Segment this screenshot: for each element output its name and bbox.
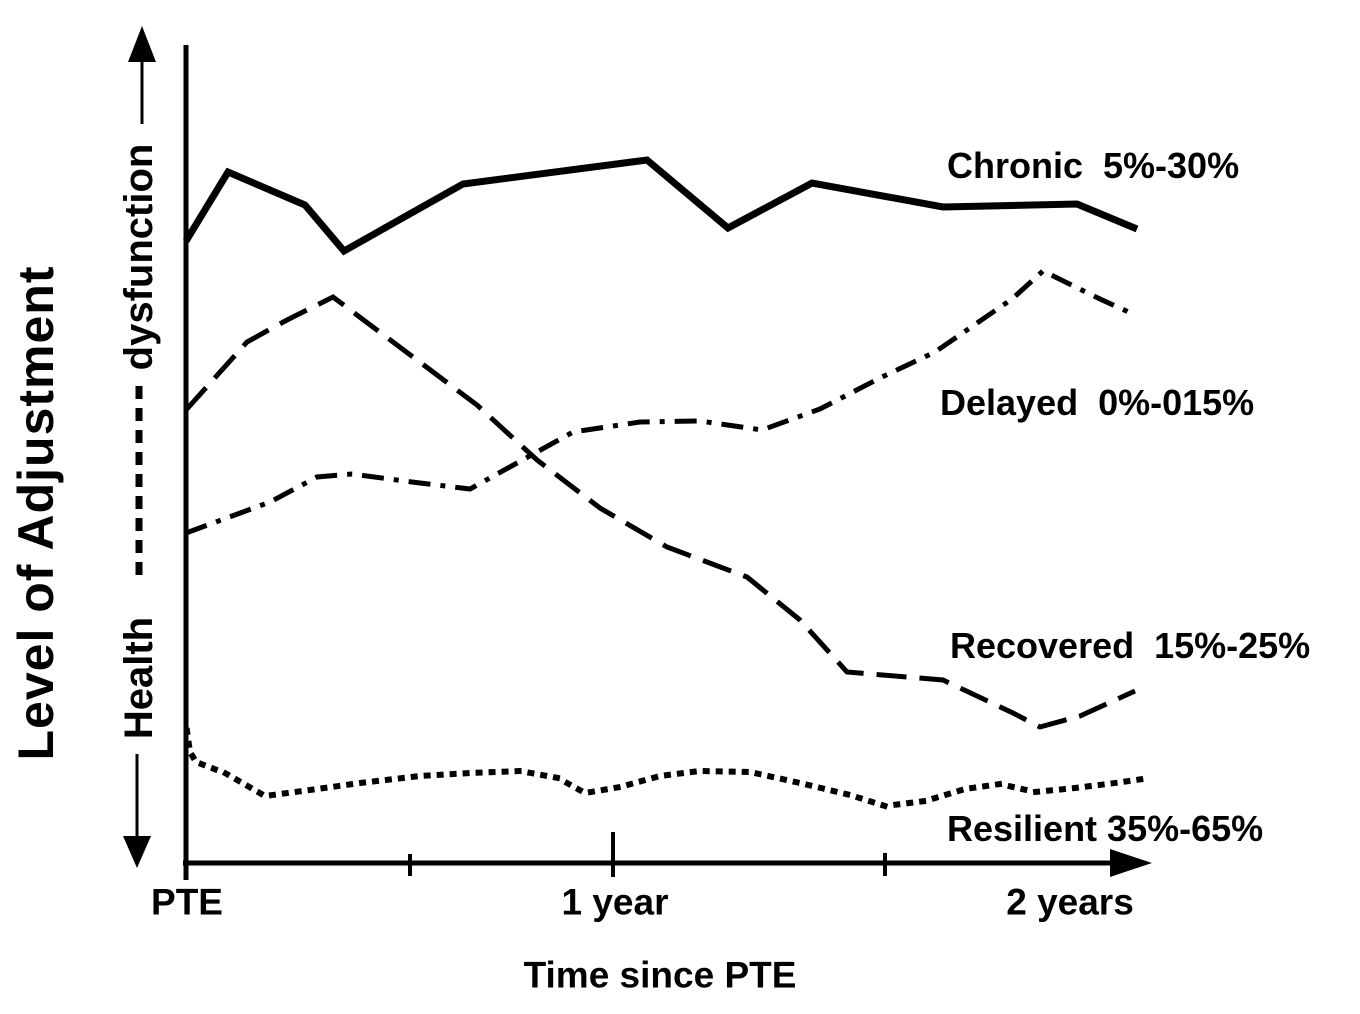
series-label-recovered: Recovered 15%-25% (950, 625, 1311, 666)
series-line-resilient (183, 727, 1147, 810)
health-down-arrow-icon (123, 836, 151, 868)
y-axis-title: Level of Adjustment (8, 265, 64, 761)
x-axis-arrowhead-icon (1110, 849, 1152, 877)
x-axis-title: Time since PTE (523, 954, 797, 996)
series-line-chronic (183, 156, 1139, 256)
series-label-resilient: Resilient 35%-65% (947, 808, 1264, 849)
series-line-recovered (184, 294, 1137, 730)
series-label-chronic: Chronic 5%-30% (947, 145, 1240, 186)
series-line-delayed (185, 268, 1135, 536)
x-tick-label-1-year: 1 year (561, 881, 669, 923)
x-tick-label-pte: PTE (151, 881, 223, 923)
y-axis-dysfunction-label: dysfunction (117, 143, 161, 371)
y-axis-health-label: Health (117, 616, 161, 740)
series-label-delayed: Delayed 0%-015% (940, 382, 1255, 423)
x-tick-label-2-years: 2 years (1006, 881, 1134, 923)
dysfunction-up-arrow-icon (128, 26, 156, 62)
